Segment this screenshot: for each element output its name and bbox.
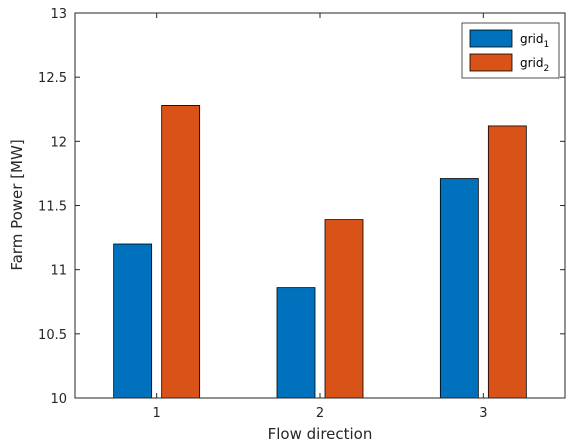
legend: grid1 grid2 [461, 22, 560, 79]
y-tick-label: 10.5 [38, 328, 67, 343]
y-axis: 10 10.5 11 11.5 12 12.5 13 [38, 7, 565, 407]
x-tick-label: 3 [479, 406, 487, 421]
y-tick-label: 12.5 [38, 71, 67, 86]
bar-series-2-cat-1 [161, 105, 201, 399]
bar-series-2-cat-2 [324, 219, 364, 399]
bar-series-2-cat-3 [487, 125, 527, 399]
bar-series-1-cat-3 [439, 178, 479, 399]
y-tick-label: 11 [50, 264, 67, 279]
y-axis-title: Farm Power [MW] [8, 139, 26, 270]
y-tick-label: 10 [50, 392, 67, 407]
y-tick-label: 13 [50, 7, 67, 22]
x-axis: 1 2 3 [153, 13, 487, 421]
y-tick-label: 12 [50, 135, 67, 150]
legend-label-series-2: grid2 [520, 56, 549, 74]
x-axis-title: Flow direction [268, 425, 373, 443]
x-tick-label: 1 [153, 406, 161, 421]
legend-swatch-series-2 [469, 53, 513, 72]
legend-swatch-series-1 [469, 29, 513, 48]
bar-series-1-cat-1 [113, 243, 153, 399]
legend-label-series-1: grid1 [520, 32, 549, 50]
y-tick-label: 11.5 [38, 200, 67, 215]
x-tick-label: 2 [316, 406, 324, 421]
bar-series-1-cat-2 [276, 287, 316, 399]
bars-group [113, 105, 527, 399]
